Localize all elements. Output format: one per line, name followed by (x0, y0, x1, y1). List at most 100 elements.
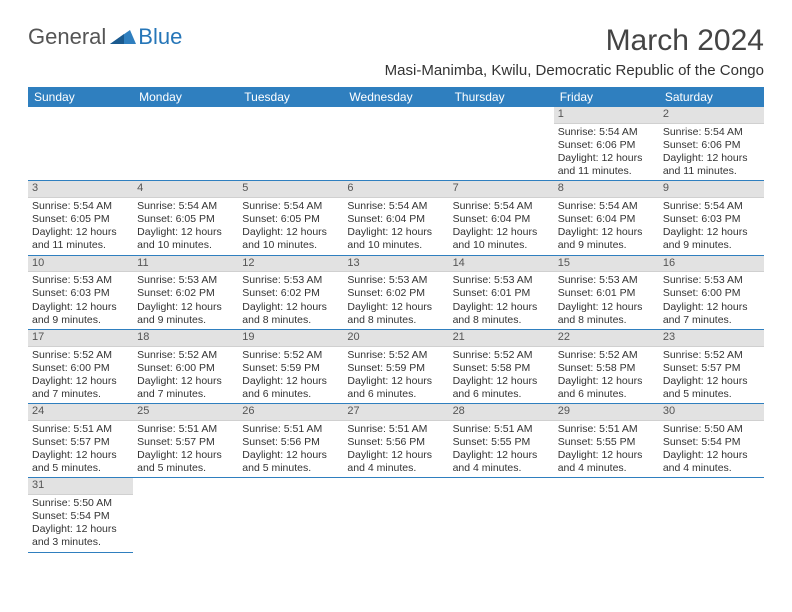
day-details: Sunrise: 5:53 AMSunset: 6:02 PMDaylight:… (238, 272, 343, 329)
day-number: 28 (449, 404, 554, 421)
day-cell: 13Sunrise: 5:53 AMSunset: 6:02 PMDayligh… (343, 255, 448, 329)
day-cell: 15Sunrise: 5:53 AMSunset: 6:01 PMDayligh… (554, 255, 659, 329)
day-details: Sunrise: 5:54 AMSunset: 6:05 PMDaylight:… (238, 198, 343, 255)
day-number: 6 (343, 181, 448, 198)
day-details: Sunrise: 5:51 AMSunset: 5:55 PMDaylight:… (449, 421, 554, 478)
day-number: 15 (554, 256, 659, 273)
empty-cell (343, 107, 448, 181)
day-cell: 12Sunrise: 5:53 AMSunset: 6:02 PMDayligh… (238, 255, 343, 329)
day-cell: 18Sunrise: 5:52 AMSunset: 6:00 PMDayligh… (133, 329, 238, 403)
day-details: Sunrise: 5:53 AMSunset: 6:02 PMDaylight:… (343, 272, 448, 329)
day-number: 13 (343, 256, 448, 273)
day-details: Sunrise: 5:50 AMSunset: 5:54 PMDaylight:… (28, 495, 133, 552)
day-details: Sunrise: 5:53 AMSunset: 6:01 PMDaylight:… (449, 272, 554, 329)
empty-cell (238, 107, 343, 181)
day-cell: 11Sunrise: 5:53 AMSunset: 6:02 PMDayligh… (133, 255, 238, 329)
day-number: 9 (659, 181, 764, 198)
day-details: Sunrise: 5:53 AMSunset: 6:01 PMDaylight:… (554, 272, 659, 329)
day-number: 25 (133, 404, 238, 421)
day-cell: 14Sunrise: 5:53 AMSunset: 6:01 PMDayligh… (449, 255, 554, 329)
day-number: 12 (238, 256, 343, 273)
day-number: 27 (343, 404, 448, 421)
day-number: 3 (28, 181, 133, 198)
day-number: 26 (238, 404, 343, 421)
day-details: Sunrise: 5:54 AMSunset: 6:05 PMDaylight:… (28, 198, 133, 255)
day-details: Sunrise: 5:54 AMSunset: 6:04 PMDaylight:… (343, 198, 448, 255)
day-details: Sunrise: 5:53 AMSunset: 6:02 PMDaylight:… (133, 272, 238, 329)
day-details: Sunrise: 5:51 AMSunset: 5:57 PMDaylight:… (133, 421, 238, 478)
logo: General Blue (28, 24, 182, 50)
day-cell: 10Sunrise: 5:53 AMSunset: 6:03 PMDayligh… (28, 255, 133, 329)
calendar-table: SundayMondayTuesdayWednesdayThursdayFrid… (28, 87, 764, 553)
day-number: 16 (659, 256, 764, 273)
day-number: 19 (238, 330, 343, 347)
weekday-header: Monday (133, 87, 238, 107)
logo-icon (110, 24, 136, 50)
day-number: 14 (449, 256, 554, 273)
day-number: 1 (554, 107, 659, 124)
day-cell: 5Sunrise: 5:54 AMSunset: 6:05 PMDaylight… (238, 181, 343, 255)
day-number: 10 (28, 256, 133, 273)
calendar-row: 10Sunrise: 5:53 AMSunset: 6:03 PMDayligh… (28, 255, 764, 329)
empty-cell (28, 107, 133, 181)
day-number: 29 (554, 404, 659, 421)
calendar-row: 3Sunrise: 5:54 AMSunset: 6:05 PMDaylight… (28, 181, 764, 255)
day-cell: 22Sunrise: 5:52 AMSunset: 5:58 PMDayligh… (554, 329, 659, 403)
day-details: Sunrise: 5:54 AMSunset: 6:06 PMDaylight:… (554, 124, 659, 181)
weekday-header: Thursday (449, 87, 554, 107)
weekday-header: Friday (554, 87, 659, 107)
empty-cell (449, 478, 554, 552)
day-number: 18 (133, 330, 238, 347)
day-number: 11 (133, 256, 238, 273)
header: General Blue March 2024 (28, 24, 764, 58)
day-number: 20 (343, 330, 448, 347)
day-details: Sunrise: 5:53 AMSunset: 6:00 PMDaylight:… (659, 272, 764, 329)
day-cell: 8Sunrise: 5:54 AMSunset: 6:04 PMDaylight… (554, 181, 659, 255)
day-details: Sunrise: 5:52 AMSunset: 6:00 PMDaylight:… (28, 347, 133, 404)
day-cell: 26Sunrise: 5:51 AMSunset: 5:56 PMDayligh… (238, 404, 343, 478)
day-number: 31 (28, 478, 133, 495)
day-cell: 3Sunrise: 5:54 AMSunset: 6:05 PMDaylight… (28, 181, 133, 255)
day-cell: 1Sunrise: 5:54 AMSunset: 6:06 PMDaylight… (554, 107, 659, 181)
day-number: 30 (659, 404, 764, 421)
day-cell: 16Sunrise: 5:53 AMSunset: 6:00 PMDayligh… (659, 255, 764, 329)
day-details: Sunrise: 5:54 AMSunset: 6:06 PMDaylight:… (659, 124, 764, 181)
day-cell: 30Sunrise: 5:50 AMSunset: 5:54 PMDayligh… (659, 404, 764, 478)
day-number: 4 (133, 181, 238, 198)
day-details: Sunrise: 5:52 AMSunset: 5:59 PMDaylight:… (343, 347, 448, 404)
day-details: Sunrise: 5:54 AMSunset: 6:04 PMDaylight:… (449, 198, 554, 255)
day-details: Sunrise: 5:52 AMSunset: 6:00 PMDaylight:… (133, 347, 238, 404)
day-cell: 6Sunrise: 5:54 AMSunset: 6:04 PMDaylight… (343, 181, 448, 255)
day-number: 2 (659, 107, 764, 124)
day-details: Sunrise: 5:51 AMSunset: 5:57 PMDaylight:… (28, 421, 133, 478)
day-details: Sunrise: 5:51 AMSunset: 5:55 PMDaylight:… (554, 421, 659, 478)
location-subtitle: Masi-Manimba, Kwilu, Democratic Republic… (28, 62, 764, 79)
day-details: Sunrise: 5:53 AMSunset: 6:03 PMDaylight:… (28, 272, 133, 329)
day-cell: 7Sunrise: 5:54 AMSunset: 6:04 PMDaylight… (449, 181, 554, 255)
day-number: 22 (554, 330, 659, 347)
day-cell: 27Sunrise: 5:51 AMSunset: 5:56 PMDayligh… (343, 404, 448, 478)
day-details: Sunrise: 5:52 AMSunset: 5:59 PMDaylight:… (238, 347, 343, 404)
day-details: Sunrise: 5:50 AMSunset: 5:54 PMDaylight:… (659, 421, 764, 478)
day-cell: 9Sunrise: 5:54 AMSunset: 6:03 PMDaylight… (659, 181, 764, 255)
calendar-row: 31Sunrise: 5:50 AMSunset: 5:54 PMDayligh… (28, 478, 764, 552)
empty-cell (659, 478, 764, 552)
weekday-header: Tuesday (238, 87, 343, 107)
day-cell: 25Sunrise: 5:51 AMSunset: 5:57 PMDayligh… (133, 404, 238, 478)
day-details: Sunrise: 5:54 AMSunset: 6:03 PMDaylight:… (659, 198, 764, 255)
weekday-header-row: SundayMondayTuesdayWednesdayThursdayFrid… (28, 87, 764, 107)
empty-cell (449, 107, 554, 181)
day-details: Sunrise: 5:51 AMSunset: 5:56 PMDaylight:… (238, 421, 343, 478)
calendar-row: 24Sunrise: 5:51 AMSunset: 5:57 PMDayligh… (28, 404, 764, 478)
day-number: 24 (28, 404, 133, 421)
empty-cell (554, 478, 659, 552)
weekday-header: Wednesday (343, 87, 448, 107)
calendar-row: 17Sunrise: 5:52 AMSunset: 6:00 PMDayligh… (28, 329, 764, 403)
empty-cell (343, 478, 448, 552)
day-details: Sunrise: 5:54 AMSunset: 6:05 PMDaylight:… (133, 198, 238, 255)
weekday-header: Saturday (659, 87, 764, 107)
day-details: Sunrise: 5:51 AMSunset: 5:56 PMDaylight:… (343, 421, 448, 478)
logo-text-2: Blue (138, 24, 182, 50)
calendar-row: 1Sunrise: 5:54 AMSunset: 6:06 PMDaylight… (28, 107, 764, 181)
empty-cell (133, 478, 238, 552)
